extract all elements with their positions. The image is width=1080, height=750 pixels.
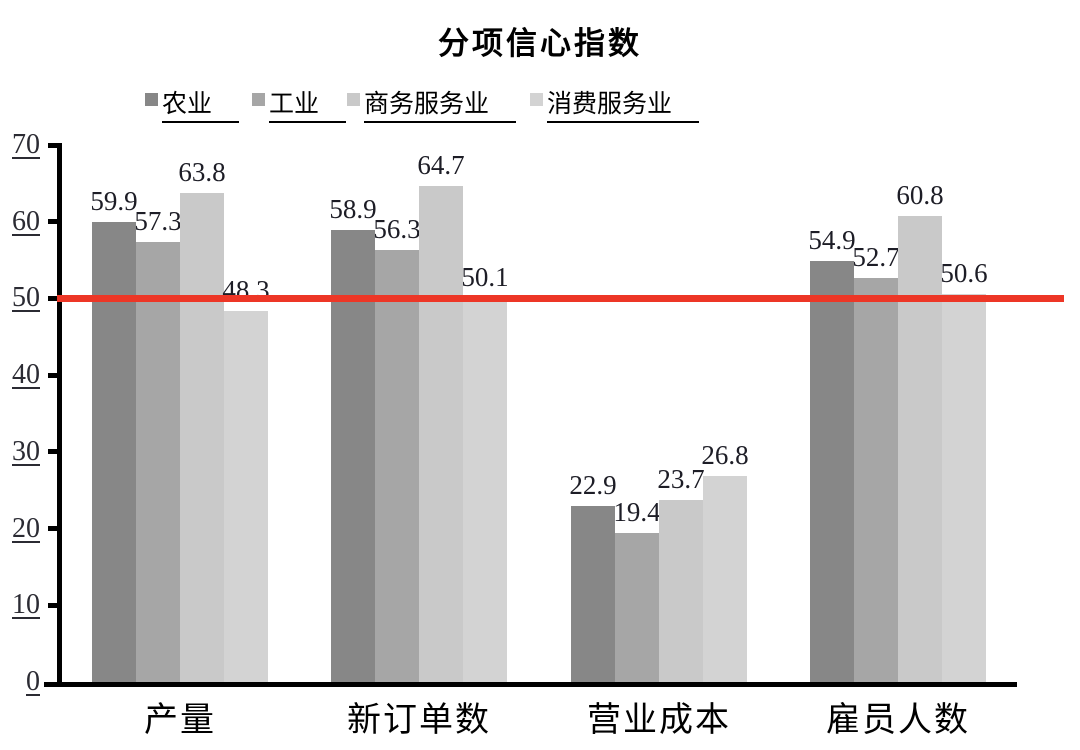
y-axis-tick [48,142,62,148]
legend: 农业 工业 商务服务业 消费服务业 [0,84,1080,123]
legend-label: 农业 [162,84,240,123]
bar [419,185,463,682]
legend-item: 商务服务业 [347,84,517,123]
bar-value-label: 58.9 [329,194,377,225]
y-axis-label: 30 [12,435,40,467]
bar-value-label: 54.9 [808,224,856,255]
y-axis-tick [48,526,62,532]
bar [854,277,898,682]
y-axis-label: 60 [12,205,40,237]
bar-value-label: 59.9 [90,186,138,217]
bar [92,222,136,682]
bar-value-label: 60.8 [896,179,944,210]
bar-value-label: 57.3 [134,206,182,237]
legend-swatch-icon [347,93,360,106]
category-label: 营业成本 [587,701,731,739]
y-axis-label: 0 [26,666,40,697]
bar [331,230,375,682]
legend-swatch-icon [252,93,265,106]
bar [375,250,419,682]
bar-value-label: 26.8 [701,440,749,471]
bar [180,192,224,682]
bar-value-label: 19.4 [613,497,661,528]
y-axis-tick [48,602,62,608]
y-axis-label: 10 [12,589,40,621]
legend-swatch-icon [145,93,158,106]
x-axis-line [44,682,1017,687]
bar-value-label: 23.7 [657,464,705,495]
legend-swatch-icon [530,93,543,106]
bar-value-label: 52.7 [852,241,900,272]
bar-value-label: 50.1 [461,261,509,292]
legend-item: 农业 [145,84,240,123]
legend-item: 工业 [252,84,347,123]
y-axis-label: 70 [12,129,40,160]
y-axis-label: 20 [12,512,40,544]
bar [703,476,747,682]
bar [463,297,507,682]
y-axis-tick [48,219,62,225]
bar [136,242,180,682]
bar [571,506,615,682]
category-label: 新订单数 [347,701,491,739]
legend-label: 工业 [269,84,347,123]
bar-value-label: 50.6 [940,257,988,288]
category-label: 产量 [144,701,216,739]
bar [898,215,942,682]
reference-line [57,294,1064,302]
y-axis-label: 50 [12,282,40,314]
bar [659,500,703,682]
y-axis-label: 40 [12,359,40,391]
bar [810,260,854,682]
chart-title: 分项信心指数 [438,26,642,61]
y-axis-tick [48,372,62,378]
bar-value-label: 63.8 [178,156,226,187]
y-axis-tick [48,295,62,301]
y-axis-line [57,143,62,687]
legend-label: 商务服务业 [364,84,517,123]
bar [942,293,986,682]
legend-item: 消费服务业 [530,84,700,123]
category-label: 雇员人数 [826,701,970,739]
y-axis-tick [48,449,62,455]
bar [615,533,659,682]
bar-value-label: 56.3 [373,214,421,245]
bar-value-label: 22.9 [569,470,617,501]
bar-value-label: 64.7 [417,149,465,180]
bar [224,311,268,682]
legend-label: 消费服务业 [547,84,700,123]
